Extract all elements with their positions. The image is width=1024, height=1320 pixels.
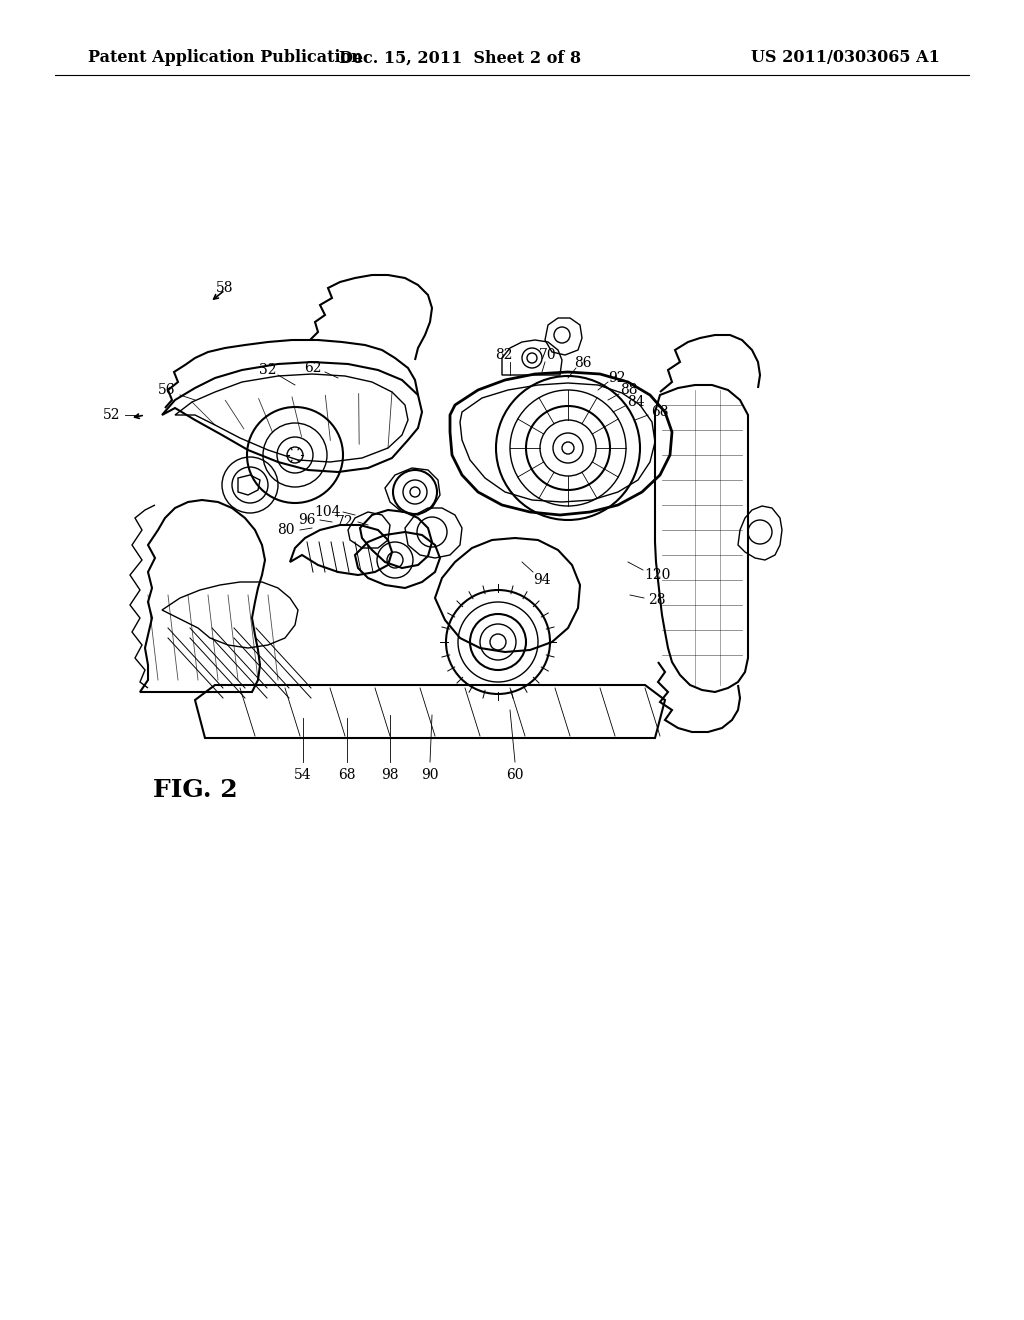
Text: 92: 92 (608, 371, 626, 385)
Text: 56: 56 (159, 383, 176, 397)
Text: 72: 72 (336, 515, 354, 529)
Text: FIG. 2: FIG. 2 (153, 777, 238, 803)
Text: 58: 58 (216, 281, 233, 294)
Text: 82: 82 (496, 348, 513, 362)
Text: 62: 62 (304, 360, 322, 375)
Text: 88: 88 (621, 383, 638, 397)
Text: 52: 52 (103, 408, 121, 422)
Text: 86: 86 (574, 356, 592, 370)
Text: 98: 98 (381, 768, 398, 781)
Text: 104: 104 (314, 506, 341, 519)
Text: 96: 96 (298, 513, 315, 527)
Text: 68: 68 (338, 768, 355, 781)
Text: 80: 80 (278, 523, 295, 537)
Text: 94: 94 (534, 573, 551, 587)
Text: 84: 84 (627, 395, 645, 409)
Text: 32: 32 (259, 363, 276, 378)
Text: 60: 60 (506, 768, 523, 781)
Text: US 2011/0303065 A1: US 2011/0303065 A1 (752, 49, 940, 66)
Text: 70: 70 (540, 348, 557, 362)
Text: 120: 120 (644, 568, 670, 582)
Text: 28: 28 (648, 593, 666, 607)
Text: 54: 54 (294, 768, 312, 781)
Text: Dec. 15, 2011  Sheet 2 of 8: Dec. 15, 2011 Sheet 2 of 8 (339, 49, 581, 66)
Text: 90: 90 (421, 768, 438, 781)
Text: 68: 68 (651, 405, 669, 418)
Text: Patent Application Publication: Patent Application Publication (88, 49, 362, 66)
